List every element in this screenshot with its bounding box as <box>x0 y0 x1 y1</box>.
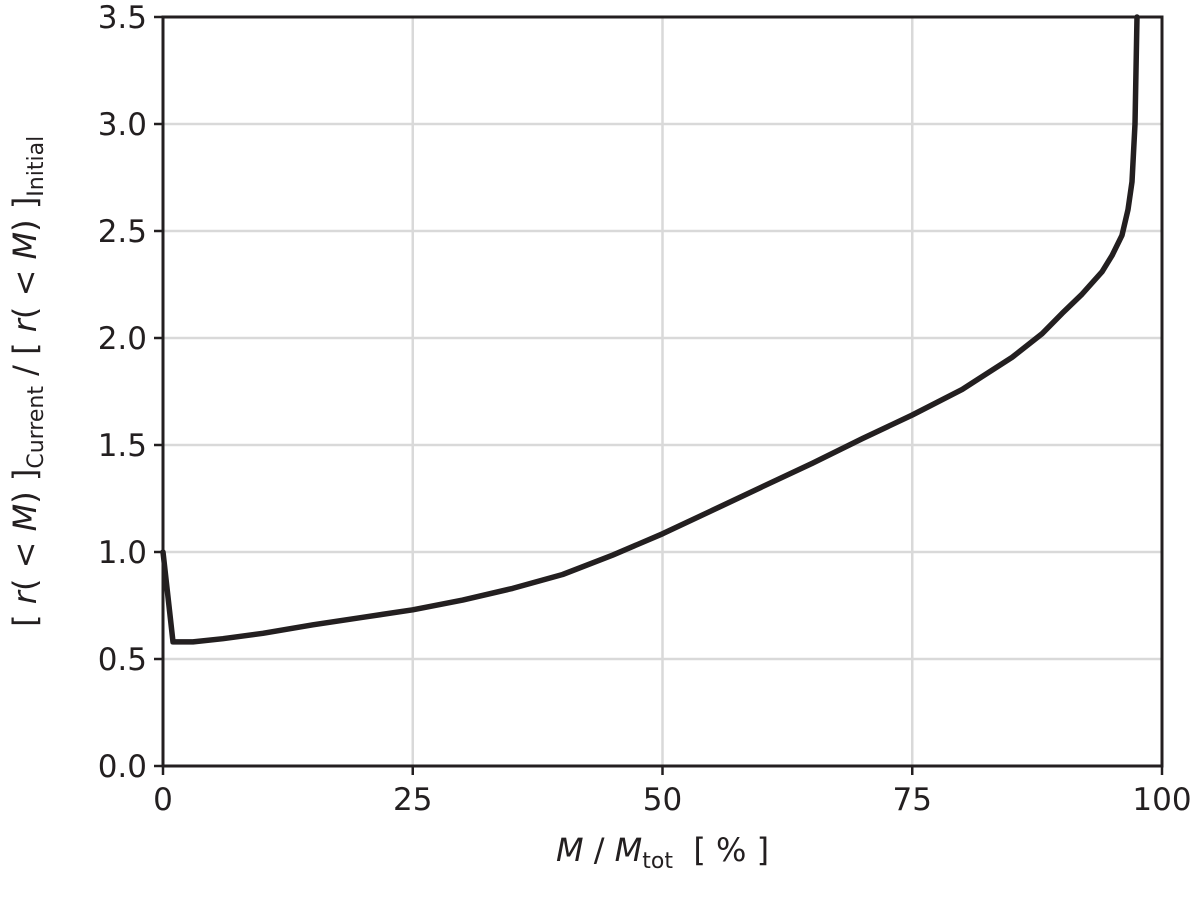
y-tick-label: 3.0 <box>98 107 147 143</box>
y-tick-label: 3.5 <box>98 0 147 36</box>
y-label-close-2: ) ] <box>6 197 44 232</box>
x-tick-label: 0 <box>153 782 173 818</box>
x-label-mass: M <box>556 831 584 869</box>
y-axis-label: [ r( < M) ]Current / [ r( < M) ]Initial <box>6 105 51 677</box>
grid <box>161 15 1164 768</box>
series-line <box>160 14 1140 645</box>
axis-ticks: 0 25 50 75 100 0.0 0.5 1.0 1.5 2.0 2.5 3.0 3.5 <box>98 0 1192 818</box>
y-tick-label: 0.5 <box>98 642 147 678</box>
x-tick-label: 25 <box>393 782 432 818</box>
y-label-radius: r <box>6 589 44 604</box>
y-tick-label: 1.5 <box>98 428 147 464</box>
x-tick-label: 100 <box>1132 782 1191 818</box>
y-label-initial-subscript: Initial <box>24 136 49 197</box>
x-label-subscript: tot <box>642 849 673 874</box>
y-label-slash: / [ <box>6 332 44 386</box>
x-axis-label: M / Mtot [ % ] <box>556 831 769 874</box>
y-tick-label: 2.5 <box>98 214 147 250</box>
y-tick-label: 1.0 <box>98 535 147 571</box>
y-label-lt-2: ( < <box>6 259 44 319</box>
data-series <box>160 14 1140 645</box>
y-tick-label: 0.0 <box>98 749 147 785</box>
y-tick-label: 2.0 <box>98 321 147 357</box>
x-label-total-mass: M <box>615 831 643 869</box>
y-label-close: ) ] <box>6 469 44 504</box>
y-label-mass: M <box>6 504 44 532</box>
x-tick-label: 75 <box>893 782 932 818</box>
x-label-unit: [ % ] <box>673 831 769 869</box>
y-label-open: [ <box>6 604 44 627</box>
y-label-current-subscript: Current <box>24 386 49 469</box>
y-label-lt: ( < <box>6 531 44 591</box>
x-label-separator: / <box>584 831 615 869</box>
y-label-radius-2: r <box>6 317 44 332</box>
y-label-mass-2: M <box>6 232 44 260</box>
x-tick-label: 50 <box>643 782 682 818</box>
